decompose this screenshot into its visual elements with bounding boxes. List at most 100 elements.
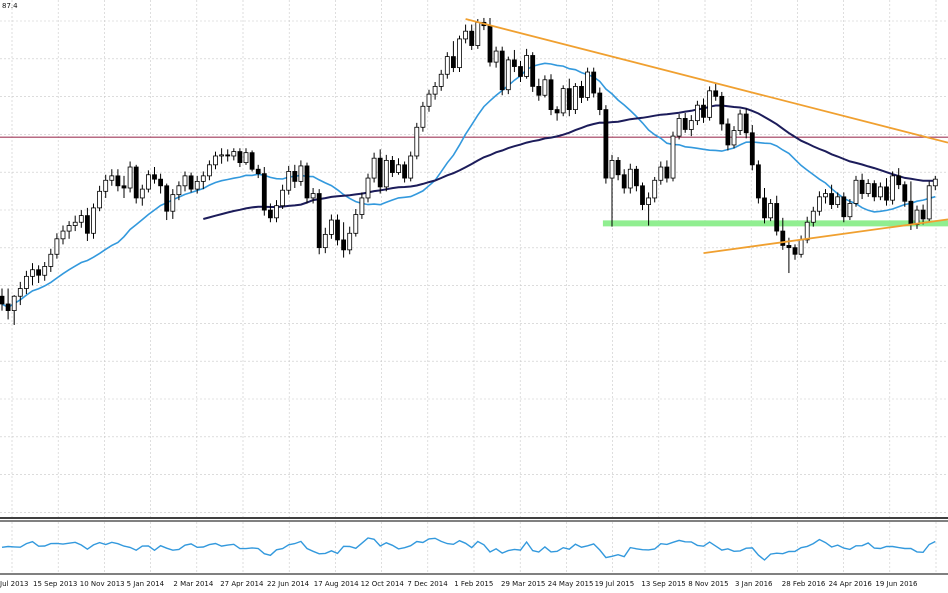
candle-bull bbox=[493, 50, 499, 63]
candle-bear bbox=[469, 30, 475, 46]
candle-bull bbox=[328, 219, 334, 235]
candle-bull bbox=[914, 209, 920, 225]
x-tick-label: Jul 2013 bbox=[0, 580, 29, 588]
candle-bull bbox=[835, 196, 841, 205]
x-tick-label: 5 Jan 2014 bbox=[127, 580, 165, 588]
x-tick-label: 3 Jan 2016 bbox=[735, 580, 773, 588]
candle-bull bbox=[585, 71, 590, 98]
candle-bear bbox=[871, 183, 877, 198]
candle-bull bbox=[280, 189, 286, 207]
candle-bear bbox=[377, 157, 383, 188]
candle-bull bbox=[542, 79, 548, 96]
candle-bull bbox=[200, 175, 206, 182]
candle-bear bbox=[725, 123, 731, 146]
candle-bull bbox=[560, 88, 566, 114]
candle-bull bbox=[359, 197, 365, 215]
candle-bear bbox=[389, 159, 395, 173]
candle-bull bbox=[383, 159, 389, 188]
candle-bull bbox=[97, 190, 102, 209]
candle-bear bbox=[774, 203, 780, 232]
candle-bull bbox=[890, 175, 895, 201]
x-tick-label: 12 Oct 2014 bbox=[361, 580, 405, 588]
candle-bull bbox=[676, 118, 682, 137]
trendline-1 bbox=[465, 18, 948, 144]
candle-bear bbox=[292, 171, 298, 182]
candle-bear bbox=[603, 109, 609, 179]
candle-bear bbox=[701, 104, 706, 118]
x-tick-label: 27 Apr 2014 bbox=[220, 580, 264, 588]
candle-bear bbox=[749, 132, 755, 166]
candle-bear bbox=[554, 109, 560, 114]
candle-bull bbox=[353, 214, 359, 234]
candle-bear bbox=[792, 247, 798, 255]
candle-bull bbox=[823, 193, 828, 198]
candle-bear bbox=[36, 269, 41, 276]
candle-bull bbox=[737, 113, 743, 131]
candle-bear bbox=[780, 230, 786, 246]
candle-bear bbox=[158, 178, 164, 187]
candle-bull bbox=[646, 197, 651, 205]
candle-bull bbox=[420, 105, 426, 128]
candle-bull bbox=[182, 175, 188, 187]
candle-bull bbox=[658, 166, 664, 181]
candle-bull bbox=[847, 203, 853, 218]
oscillator-line bbox=[1, 537, 936, 561]
candle-bear bbox=[133, 166, 139, 199]
candle-bear bbox=[164, 185, 170, 212]
candle-bull bbox=[54, 238, 60, 255]
candle-bear bbox=[719, 95, 725, 125]
candle-bear bbox=[450, 56, 456, 69]
candle-bull bbox=[17, 288, 23, 297]
candle-bear bbox=[267, 209, 273, 219]
candle-bear bbox=[902, 184, 908, 202]
candle-bull bbox=[139, 188, 145, 199]
candle-bear bbox=[597, 92, 603, 111]
x-tick-label: 24 Apr 2016 bbox=[829, 580, 873, 588]
candle-bear bbox=[237, 151, 243, 164]
candle-bear bbox=[304, 165, 310, 199]
x-tick-label: 28 Feb 2016 bbox=[782, 580, 826, 588]
candle-bull bbox=[11, 295, 17, 311]
candle-bull bbox=[66, 225, 72, 232]
x-tick-label: 15 Sep 2013 bbox=[33, 580, 77, 588]
candle-bear bbox=[829, 193, 834, 205]
x-tick-label: 17 Aug 2014 bbox=[314, 580, 359, 588]
candle-bull bbox=[524, 55, 529, 77]
candle-bull bbox=[432, 86, 438, 95]
candle-bull bbox=[573, 86, 578, 111]
candle-bear bbox=[786, 245, 792, 249]
candle-bear bbox=[530, 55, 536, 87]
candle-bull bbox=[817, 196, 822, 212]
x-tick-label: 24 May 2015 bbox=[548, 580, 594, 588]
candle-bear bbox=[121, 185, 127, 189]
trendlines bbox=[465, 18, 948, 255]
candle-bull bbox=[23, 275, 29, 289]
x-tick-label: 1 Feb 2015 bbox=[454, 580, 493, 588]
candle-bull bbox=[414, 126, 420, 157]
candle-bear bbox=[487, 25, 493, 63]
candle-bull bbox=[127, 166, 133, 189]
candle-bull bbox=[286, 171, 292, 191]
x-tick-label: 2 Mar 2014 bbox=[173, 580, 213, 588]
candle-bull bbox=[194, 180, 200, 190]
candle-bear bbox=[908, 200, 914, 225]
candle-bear bbox=[920, 209, 926, 220]
candle-bull bbox=[103, 179, 109, 192]
candle-bull bbox=[365, 177, 371, 199]
candle-bull bbox=[170, 194, 176, 212]
candle-bear bbox=[640, 185, 645, 205]
candle-bear bbox=[896, 175, 902, 186]
candle-bull bbox=[176, 185, 182, 196]
ma-line-50 bbox=[203, 104, 936, 220]
candle-bear bbox=[859, 179, 865, 194]
x-tick-label: 7 Dec 2014 bbox=[407, 580, 448, 588]
candle-bear bbox=[335, 219, 340, 241]
candle-bear bbox=[499, 50, 505, 91]
candle-bear bbox=[261, 173, 267, 211]
candle-bear bbox=[713, 90, 719, 97]
candle-bear bbox=[536, 86, 542, 96]
candle-bull bbox=[42, 266, 48, 276]
moving-average-lines bbox=[1, 62, 936, 309]
candle-bull bbox=[707, 90, 712, 118]
candle-bear bbox=[512, 59, 517, 67]
